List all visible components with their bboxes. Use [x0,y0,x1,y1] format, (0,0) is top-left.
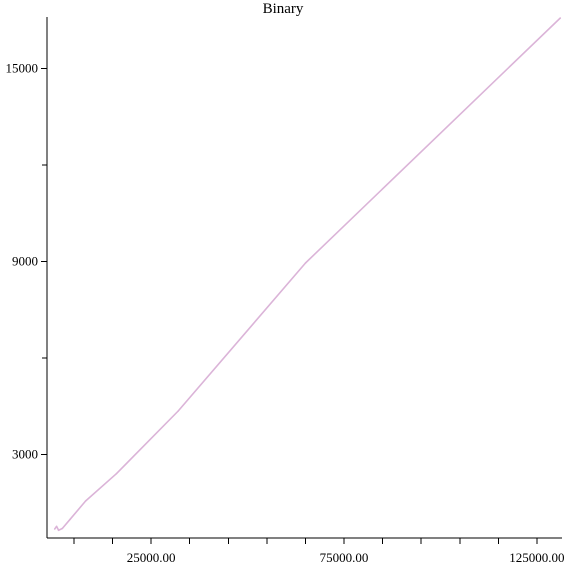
y-tick-label: 9000 [12,253,38,268]
x-tick-label: 25000.00 [127,550,176,565]
series-point [57,529,60,532]
series-point [115,472,118,475]
series-point [61,527,64,530]
series-point [559,17,562,19]
chart-title: Binary [263,1,304,17]
ticks: 25000.00 75000.00 125000.00 3000 9000 15000 [6,60,565,565]
series-point [177,410,179,412]
y-tick-label: 15000 [6,60,39,75]
x-tick-label: 125000.00 [509,550,564,565]
x-tick-label: 75000.00 [320,550,369,565]
series-point [55,525,58,528]
series-point [304,262,307,264]
series-point [69,518,71,521]
series-line [54,17,561,532]
series-layer [53,17,562,532]
series-point [84,500,87,502]
y-tick-label: 3000 [12,446,38,461]
series-point [53,528,56,530]
